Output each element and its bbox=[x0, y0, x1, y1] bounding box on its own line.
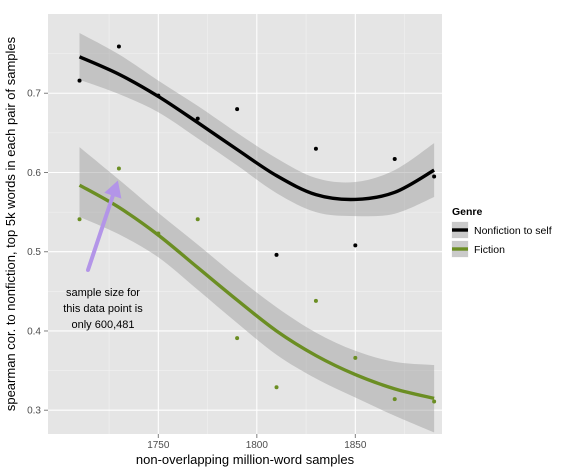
x-tick-label: 1800 bbox=[246, 440, 269, 451]
smooth-lines bbox=[78, 55, 435, 400]
point-nonfiction-to-self bbox=[432, 174, 437, 179]
point-fiction bbox=[392, 397, 397, 402]
point-fiction bbox=[195, 217, 200, 222]
point-fiction bbox=[274, 385, 279, 390]
point-nonfiction-to-self bbox=[156, 93, 161, 98]
confidence-band-fiction bbox=[79, 147, 435, 433]
annotation-arrow-head bbox=[104, 180, 122, 199]
point-nonfiction-to-self bbox=[235, 107, 240, 112]
confidence-band-nonfiction-to-self bbox=[79, 33, 435, 217]
point-nonfiction-to-self bbox=[274, 252, 279, 257]
grid bbox=[48, 14, 442, 434]
annotation-text-line: only 600,481 bbox=[72, 319, 135, 331]
annotation-text-line: sample size for bbox=[66, 287, 140, 299]
y-tick-label: 0.6 bbox=[27, 168, 41, 179]
x-tick-label: 1750 bbox=[147, 440, 170, 451]
smooth-line-fiction bbox=[78, 183, 435, 400]
axis-ticks: 0.3 0.4 0.5 0.6 0.7 1750 1800 1850 bbox=[27, 89, 367, 451]
point-fiction bbox=[156, 231, 161, 236]
point-fiction bbox=[235, 336, 240, 341]
point-nonfiction-to-self bbox=[116, 44, 121, 49]
smooth-line-nonfiction-to-self bbox=[78, 55, 435, 202]
y-axis-title: spearman cor. to nonfiction, top 5k word… bbox=[3, 36, 18, 411]
y-tick-label: 0.4 bbox=[27, 326, 41, 337]
point-fiction bbox=[353, 355, 358, 360]
x-axis-title: non-overlapping million-word samples bbox=[136, 452, 355, 467]
y-tick-label: 0.5 bbox=[27, 247, 41, 258]
y-tick-label: 0.3 bbox=[27, 406, 41, 417]
legend-label-fiction: Fiction bbox=[474, 244, 505, 256]
data-points bbox=[77, 44, 437, 404]
point-fiction bbox=[432, 399, 437, 404]
point-fiction bbox=[313, 298, 318, 303]
point-fiction bbox=[116, 166, 121, 171]
annotation-arrow-shaft bbox=[86, 193, 115, 272]
legend-title: Genre bbox=[452, 206, 483, 218]
confidence-bands bbox=[79, 33, 435, 433]
plot-panel bbox=[48, 14, 442, 434]
point-nonfiction-to-self bbox=[195, 116, 200, 121]
point-nonfiction-to-self bbox=[392, 157, 397, 162]
y-tick-label: 0.7 bbox=[27, 89, 41, 100]
annotation: sample size for this data point is only 60… bbox=[63, 180, 143, 331]
legend-label-nonfiction-to-self: Nonfiction to self bbox=[474, 225, 552, 237]
annotation-text-line: this data point is bbox=[63, 303, 143, 315]
legend: Genre Nonfiction to self Fiction bbox=[450, 206, 552, 259]
x-tick-label: 1850 bbox=[344, 440, 367, 451]
point-fiction bbox=[77, 217, 82, 222]
point-nonfiction-to-self bbox=[353, 243, 358, 248]
point-nonfiction-to-self bbox=[77, 78, 82, 83]
point-nonfiction-to-self bbox=[313, 146, 318, 151]
